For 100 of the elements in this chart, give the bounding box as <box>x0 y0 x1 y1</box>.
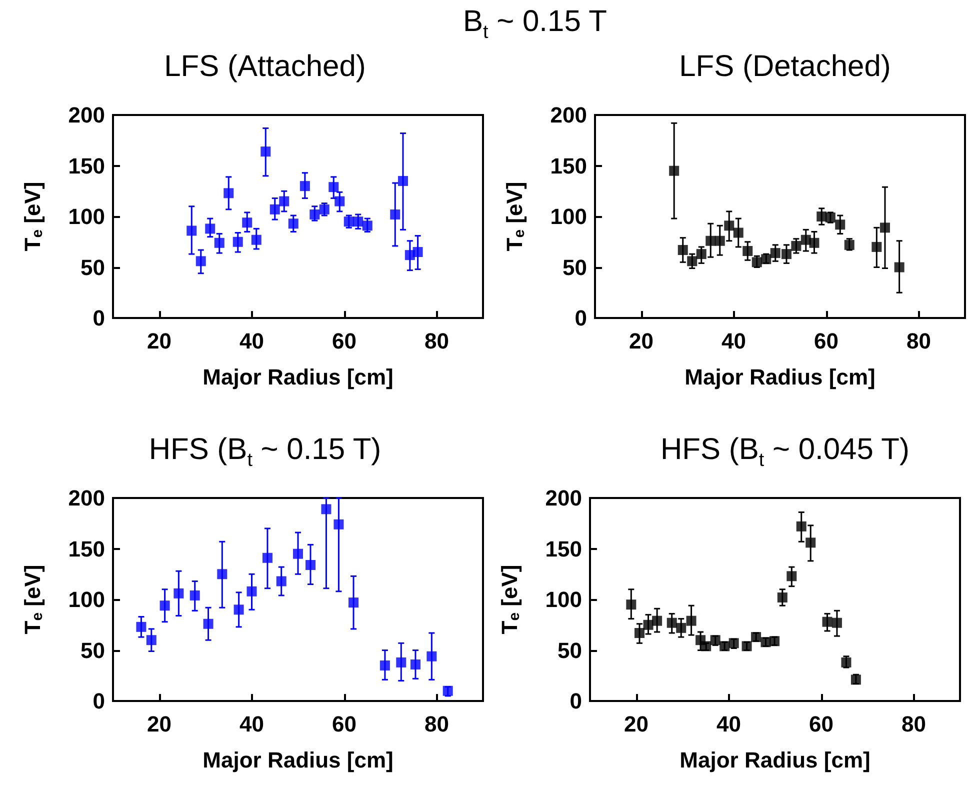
x-tick-label: 40 <box>722 328 746 354</box>
point <box>816 212 827 222</box>
x-tick-label: 40 <box>240 328 264 354</box>
y-tick-label: 200 <box>68 486 105 510</box>
point <box>686 616 696 626</box>
y-tick-label: 0 <box>92 688 105 714</box>
point <box>334 196 345 206</box>
y-tick-label: 0 <box>570 688 582 714</box>
y-axis-title: Te [eV] <box>502 182 528 252</box>
y-axis-title: Te [eV] <box>20 182 46 252</box>
point <box>652 616 662 626</box>
y-tick-label: 150 <box>68 153 105 178</box>
x-tick-label: 20 <box>147 712 172 736</box>
point <box>412 247 423 258</box>
point <box>796 521 806 532</box>
x-tick-label: 20 <box>147 328 172 354</box>
text: B$_{t}$ ~ 0.15 T <box>463 5 607 44</box>
point <box>232 236 243 247</box>
point <box>276 576 286 586</box>
point <box>246 586 257 596</box>
point <box>260 146 271 157</box>
point <box>251 234 262 245</box>
point <box>832 618 842 628</box>
point <box>626 600 636 610</box>
point <box>136 622 146 632</box>
point <box>262 552 272 563</box>
x-tick-label: 80 <box>424 712 449 736</box>
y-tick-label: 0 <box>574 306 587 330</box>
point <box>806 538 816 548</box>
point <box>196 256 206 266</box>
chart-title: LFS (Detached) <box>679 50 891 84</box>
point <box>822 616 832 627</box>
point <box>872 242 882 252</box>
point <box>321 504 332 514</box>
y-tick-label: 100 <box>545 587 582 612</box>
point <box>777 592 788 602</box>
y-tick-label: 200 <box>68 102 105 128</box>
point <box>217 569 228 580</box>
x-tick-label: 80 <box>424 328 449 354</box>
y-tick-label: 150 <box>545 536 582 562</box>
point <box>791 240 802 251</box>
x-tick-label: 80 <box>902 712 926 736</box>
point <box>880 222 890 233</box>
point <box>224 188 234 198</box>
point <box>270 204 280 214</box>
point <box>724 220 734 231</box>
y-tick-label: 50 <box>80 254 105 280</box>
point <box>353 216 364 227</box>
point <box>293 548 303 559</box>
point <box>214 238 224 248</box>
x-tick-label: 60 <box>332 712 356 736</box>
x-axis-title: Major Radius [cm] <box>684 364 876 390</box>
point <box>288 218 298 229</box>
y-tick-label: 150 <box>68 536 105 562</box>
x-tick-label: 60 <box>809 712 834 736</box>
point <box>396 657 406 668</box>
point <box>334 519 344 530</box>
point <box>696 249 706 260</box>
point <box>687 256 698 266</box>
y-tick-label: 100 <box>550 204 587 229</box>
point <box>669 166 680 176</box>
chart-title: HFS (B$_{t}$ ~ 0.15 T) <box>148 433 382 472</box>
y-tick-label: 50 <box>80 638 105 663</box>
y-tick-label: 50 <box>558 638 582 663</box>
point <box>186 226 197 236</box>
point <box>190 590 200 600</box>
point <box>310 209 320 220</box>
x-tick-label: 60 <box>332 328 356 354</box>
point <box>786 571 797 582</box>
x-tick-label: 60 <box>814 328 838 354</box>
y-tick-label: 150 <box>550 153 587 178</box>
x-tick-label: 20 <box>629 328 654 354</box>
point <box>706 236 716 246</box>
point <box>390 209 400 220</box>
point <box>809 238 820 248</box>
point <box>634 628 644 638</box>
x-tick-label: 80 <box>906 328 931 354</box>
x-axis-title: Major Radius [cm] <box>680 748 870 772</box>
chart-title: LFS (Attached) <box>164 50 366 84</box>
y-tick-label: 100 <box>68 204 105 229</box>
point <box>205 224 216 234</box>
point <box>242 218 252 228</box>
x-axis-title: Major Radius [cm] <box>202 748 394 772</box>
point <box>380 660 390 670</box>
point <box>348 598 358 608</box>
point <box>328 182 339 192</box>
point <box>234 604 244 615</box>
point <box>643 620 654 630</box>
point <box>203 618 214 629</box>
point <box>398 176 408 186</box>
point <box>894 262 904 272</box>
y-tick-label: 50 <box>562 254 587 280</box>
point <box>733 228 744 238</box>
point <box>174 588 184 598</box>
y-axis-title: Te [eV] <box>20 564 46 634</box>
x-tick-label: 40 <box>240 712 264 736</box>
x-tick-label: 20 <box>624 712 648 736</box>
point <box>770 248 780 258</box>
point <box>362 220 372 231</box>
point <box>300 181 310 192</box>
